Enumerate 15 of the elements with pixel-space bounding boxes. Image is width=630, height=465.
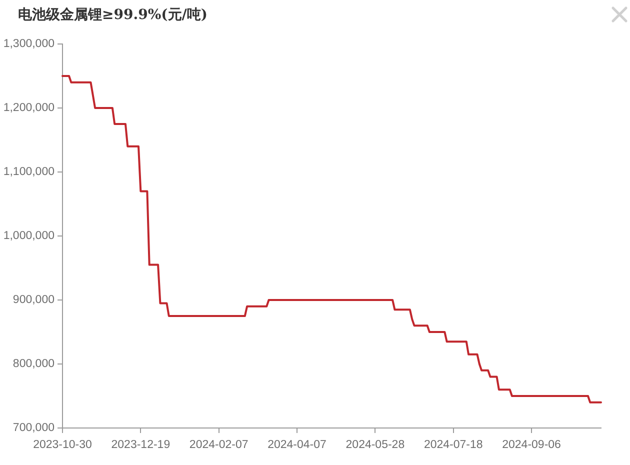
x-tick-label: 2024-07-18 (424, 439, 483, 452)
x-tick-label: 2023-10-30 (33, 439, 92, 452)
y-tick-label: 1,200,000 (3, 102, 54, 114)
x-tick-label: 2024-04-07 (268, 439, 326, 452)
y-tick-label: 1,100,000 (3, 166, 54, 178)
y-tick-label: 700,000 (12, 422, 54, 434)
chart-title: 电池级金属锂≥99.9%(元/吨) (18, 6, 208, 24)
x-tick-label: 2024-09-06 (502, 439, 561, 452)
x-tick-label: 2024-05-28 (346, 439, 405, 452)
y-tick-label: 1,000,000 (3, 230, 54, 242)
y-tick-label: 1,300,000 (3, 38, 54, 50)
x-tick-label: 2024-02-07 (189, 439, 248, 452)
y-tick-label: 900,000 (12, 294, 54, 306)
y-tick-label: 800,000 (12, 358, 54, 370)
x-tick-label: 2023-12-19 (111, 439, 170, 452)
